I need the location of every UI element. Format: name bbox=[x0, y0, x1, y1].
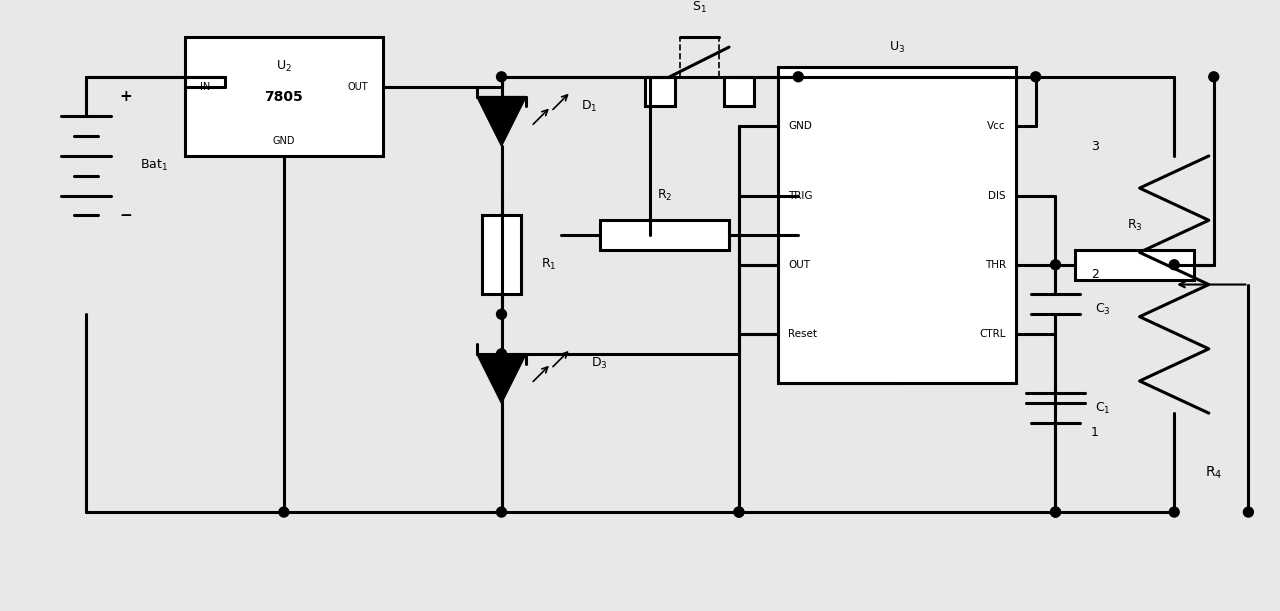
Text: S$_1$: S$_1$ bbox=[692, 0, 707, 15]
Text: 1: 1 bbox=[1091, 426, 1100, 439]
Circle shape bbox=[733, 507, 744, 517]
Circle shape bbox=[497, 349, 507, 359]
Text: −: − bbox=[119, 208, 132, 223]
Text: 3: 3 bbox=[1091, 139, 1100, 153]
Text: D$_3$: D$_3$ bbox=[590, 356, 607, 371]
Text: TRIG: TRIG bbox=[788, 191, 813, 200]
Text: R$_2$: R$_2$ bbox=[657, 188, 672, 203]
Text: +: + bbox=[119, 89, 132, 104]
Text: DIS: DIS bbox=[988, 191, 1006, 200]
Circle shape bbox=[1051, 507, 1060, 517]
Text: D$_1$: D$_1$ bbox=[581, 99, 598, 114]
Polygon shape bbox=[476, 97, 526, 146]
Circle shape bbox=[497, 507, 507, 517]
Circle shape bbox=[1169, 260, 1179, 269]
Text: C$_1$: C$_1$ bbox=[1096, 401, 1111, 415]
Circle shape bbox=[497, 72, 507, 82]
Circle shape bbox=[497, 309, 507, 319]
Text: Vcc: Vcc bbox=[987, 121, 1006, 131]
FancyBboxPatch shape bbox=[481, 215, 521, 295]
Polygon shape bbox=[476, 354, 526, 403]
Text: R$_4$: R$_4$ bbox=[1204, 464, 1222, 481]
Circle shape bbox=[1243, 507, 1253, 517]
Text: R$_3$: R$_3$ bbox=[1126, 218, 1143, 233]
Text: THR: THR bbox=[984, 260, 1006, 270]
FancyBboxPatch shape bbox=[1075, 250, 1194, 280]
Circle shape bbox=[1169, 507, 1179, 517]
Circle shape bbox=[279, 507, 289, 517]
FancyBboxPatch shape bbox=[184, 37, 383, 156]
FancyBboxPatch shape bbox=[724, 77, 754, 106]
Circle shape bbox=[1030, 72, 1041, 82]
FancyBboxPatch shape bbox=[600, 220, 730, 250]
Text: Reset: Reset bbox=[788, 329, 818, 339]
Text: IN: IN bbox=[200, 82, 210, 92]
Text: U$_3$: U$_3$ bbox=[890, 40, 905, 54]
FancyBboxPatch shape bbox=[778, 67, 1016, 384]
Text: GND: GND bbox=[273, 136, 296, 146]
Text: GND: GND bbox=[788, 121, 813, 131]
Circle shape bbox=[733, 507, 744, 517]
Circle shape bbox=[1208, 72, 1219, 82]
Text: U$_2$: U$_2$ bbox=[276, 59, 292, 75]
Circle shape bbox=[794, 72, 804, 82]
Text: C$_3$: C$_3$ bbox=[1096, 302, 1111, 317]
Circle shape bbox=[1051, 260, 1060, 269]
Text: Bat$_1$: Bat$_1$ bbox=[141, 158, 169, 174]
Circle shape bbox=[1051, 507, 1060, 517]
Text: OUT: OUT bbox=[347, 82, 367, 92]
Text: OUT: OUT bbox=[788, 260, 810, 270]
FancyBboxPatch shape bbox=[645, 77, 675, 106]
Text: 7805: 7805 bbox=[265, 90, 303, 104]
Text: CTRL: CTRL bbox=[979, 329, 1006, 339]
Text: 2: 2 bbox=[1091, 268, 1100, 281]
Text: R$_1$: R$_1$ bbox=[541, 257, 557, 273]
